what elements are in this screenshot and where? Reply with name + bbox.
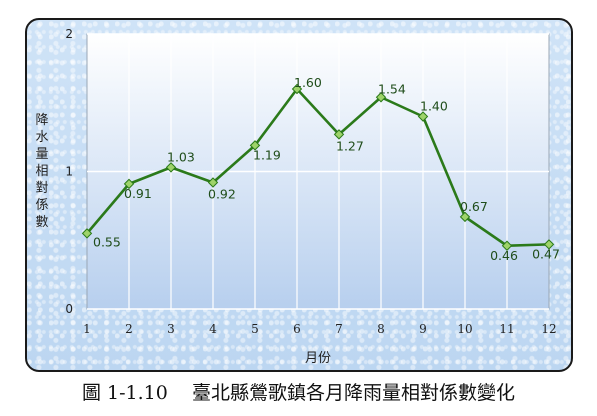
series-line bbox=[86, 87, 550, 248]
data-label: 0.91 bbox=[124, 186, 152, 201]
x-tick-label: 8 bbox=[377, 322, 385, 336]
data-point bbox=[333, 129, 345, 140]
data-label: 0.92 bbox=[208, 187, 236, 202]
y-axis-label-char: 係 bbox=[35, 198, 48, 213]
data-label: 1.60 bbox=[294, 75, 322, 90]
data-point bbox=[501, 240, 513, 251]
x-tick-label: 3 bbox=[167, 322, 175, 336]
data-point bbox=[375, 92, 387, 103]
y-axis-ticks: 0 1 2 bbox=[65, 27, 73, 316]
x-tick-label: 7 bbox=[335, 322, 343, 336]
data-label: 1.19 bbox=[253, 147, 281, 162]
x-tick-label: 11 bbox=[499, 322, 514, 336]
y-axis-label-char: 量 bbox=[35, 147, 48, 162]
data-point bbox=[165, 162, 177, 173]
y-axis-label-char: 水 bbox=[35, 130, 48, 145]
y-axis-label-char: 數 bbox=[35, 215, 48, 230]
data-points bbox=[81, 83, 555, 251]
y-tick-label: 0 bbox=[65, 302, 73, 316]
y-axis-label-char: 相 bbox=[35, 164, 48, 179]
data-labels: 0.55 0.91 1.03 0.92 1.19 1.60 1.27 1.54 1.40 0.67… bbox=[93, 75, 560, 263]
x-tick-label: 4 bbox=[209, 322, 217, 336]
data-label: 1.54 bbox=[378, 81, 406, 96]
x-tick-label: 12 bbox=[541, 322, 556, 336]
y-axis-label-char: 對 bbox=[35, 181, 48, 196]
data-point bbox=[543, 239, 555, 250]
data-label: 1.27 bbox=[336, 138, 364, 153]
y-tick-label: 2 bbox=[65, 27, 73, 41]
x-tick-label: 2 bbox=[125, 322, 133, 336]
data-point bbox=[459, 211, 471, 223]
y-axis-label-char: 降 bbox=[35, 113, 48, 128]
data-label: 1.40 bbox=[420, 99, 448, 114]
data-point bbox=[207, 177, 219, 188]
data-label: 0.67 bbox=[460, 199, 488, 214]
x-tick-label: 6 bbox=[293, 322, 301, 336]
figure-caption: 圖 1-1.10 臺北縣鶯歌鎮各月降雨量相對係數變化 bbox=[81, 382, 515, 404]
x-tick-label: 9 bbox=[419, 322, 427, 336]
data-label: 0.47 bbox=[532, 246, 560, 261]
data-label: 1.03 bbox=[167, 149, 195, 164]
data-point bbox=[291, 83, 303, 95]
data-point bbox=[81, 228, 93, 239]
x-axis-ticks: 1 2 3 4 5 6 7 8 9 10 11 12 bbox=[83, 322, 556, 336]
x-tick-label: 10 bbox=[457, 322, 472, 336]
data-point bbox=[417, 111, 429, 122]
x-axis-label: 月份 bbox=[305, 351, 331, 366]
data-point bbox=[123, 178, 135, 190]
y-tick-label: 1 bbox=[65, 165, 73, 179]
data-label: 0.55 bbox=[93, 234, 121, 249]
data-point bbox=[249, 140, 261, 151]
data-label: 0.46 bbox=[490, 248, 518, 263]
x-tick-label: 5 bbox=[251, 322, 259, 336]
x-tick-label: 1 bbox=[83, 322, 91, 336]
